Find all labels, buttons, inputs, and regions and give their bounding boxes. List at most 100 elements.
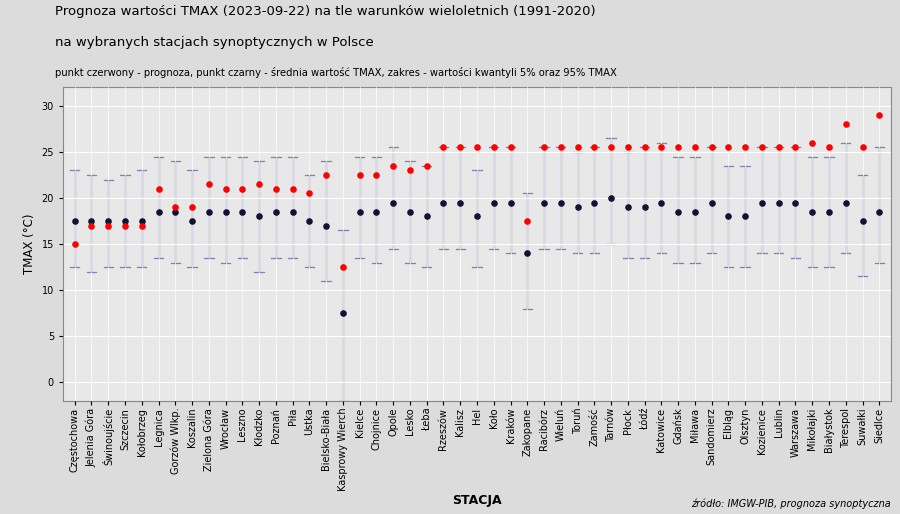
Point: [85, 222, 99, 230]
Point: [302, 217, 317, 225]
Point: [184, 217, 199, 225]
Point: [118, 222, 132, 230]
Point: [554, 143, 568, 152]
Point: [721, 143, 735, 152]
Point: [135, 217, 149, 225]
Point: [520, 217, 535, 225]
Point: [604, 143, 618, 152]
Point: [637, 203, 652, 211]
Point: [654, 198, 669, 207]
Point: [118, 217, 132, 225]
Point: [654, 143, 669, 152]
Point: [453, 198, 467, 207]
Point: [755, 198, 770, 207]
Point: [705, 198, 719, 207]
Point: [536, 198, 551, 207]
Point: [670, 208, 685, 216]
Point: [855, 217, 869, 225]
Point: [470, 143, 484, 152]
Point: [336, 263, 350, 271]
Point: [319, 171, 333, 179]
Point: [202, 208, 216, 216]
Point: [184, 203, 199, 211]
Point: [386, 198, 400, 207]
Point: [369, 208, 383, 216]
Point: [151, 185, 166, 193]
Point: [520, 249, 535, 258]
Text: punkt czerwony - prognoza, punkt czarny - średnia wartość TMAX, zakres - wartośc: punkt czerwony - prognoza, punkt czarny …: [55, 67, 617, 78]
Point: [168, 208, 183, 216]
Text: na wybranych stacjach synoptycznych w Polsce: na wybranych stacjach synoptycznych w Po…: [55, 36, 373, 49]
Point: [688, 143, 702, 152]
Point: [771, 143, 786, 152]
Point: [419, 161, 434, 170]
Text: Prognoza wartości TMAX (2023-09-22) na tle warunków wieloletnich (1991-2020): Prognoza wartości TMAX (2023-09-22) na t…: [55, 5, 596, 18]
Y-axis label: TMAX (°C): TMAX (°C): [22, 214, 36, 274]
Point: [855, 143, 869, 152]
Point: [453, 143, 467, 152]
Point: [571, 203, 585, 211]
Point: [419, 212, 434, 221]
Point: [470, 212, 484, 221]
Point: [705, 143, 719, 152]
Point: [302, 189, 317, 197]
Point: [403, 208, 418, 216]
Point: [285, 208, 300, 216]
Point: [571, 143, 585, 152]
Point: [336, 309, 350, 318]
Point: [369, 171, 383, 179]
Point: [771, 198, 786, 207]
Point: [805, 208, 819, 216]
Point: [168, 203, 183, 211]
Point: [721, 212, 735, 221]
Point: [235, 185, 249, 193]
Point: [68, 240, 82, 248]
Point: [822, 208, 836, 216]
Point: [85, 217, 99, 225]
Point: [805, 139, 819, 147]
Point: [269, 185, 284, 193]
Point: [670, 143, 685, 152]
Point: [822, 143, 836, 152]
Point: [487, 143, 501, 152]
Point: [755, 143, 770, 152]
Text: źródło: IMGW-PIB, prognoza synoptyczna: źródło: IMGW-PIB, prognoza synoptyczna: [691, 499, 891, 509]
Point: [386, 161, 400, 170]
Point: [604, 194, 618, 202]
Point: [151, 208, 166, 216]
Point: [487, 198, 501, 207]
Point: [554, 198, 568, 207]
Point: [353, 171, 367, 179]
Point: [839, 120, 853, 128]
Point: [688, 208, 702, 216]
Point: [235, 208, 249, 216]
Point: [135, 222, 149, 230]
Point: [269, 208, 284, 216]
Point: [285, 185, 300, 193]
Point: [621, 203, 635, 211]
Point: [738, 143, 752, 152]
Point: [353, 208, 367, 216]
Point: [637, 143, 652, 152]
Point: [621, 143, 635, 152]
Point: [872, 111, 886, 119]
Point: [436, 143, 451, 152]
Point: [788, 143, 803, 152]
Point: [872, 208, 886, 216]
Point: [738, 212, 752, 221]
X-axis label: STACJA: STACJA: [452, 494, 502, 507]
Point: [319, 222, 333, 230]
Point: [219, 185, 233, 193]
Point: [587, 143, 601, 152]
Point: [68, 217, 82, 225]
Point: [436, 198, 451, 207]
Point: [252, 180, 266, 188]
Point: [587, 198, 601, 207]
Point: [252, 212, 266, 221]
Point: [219, 208, 233, 216]
Point: [101, 222, 115, 230]
Point: [839, 198, 853, 207]
Point: [202, 180, 216, 188]
Point: [101, 217, 115, 225]
Point: [503, 198, 517, 207]
